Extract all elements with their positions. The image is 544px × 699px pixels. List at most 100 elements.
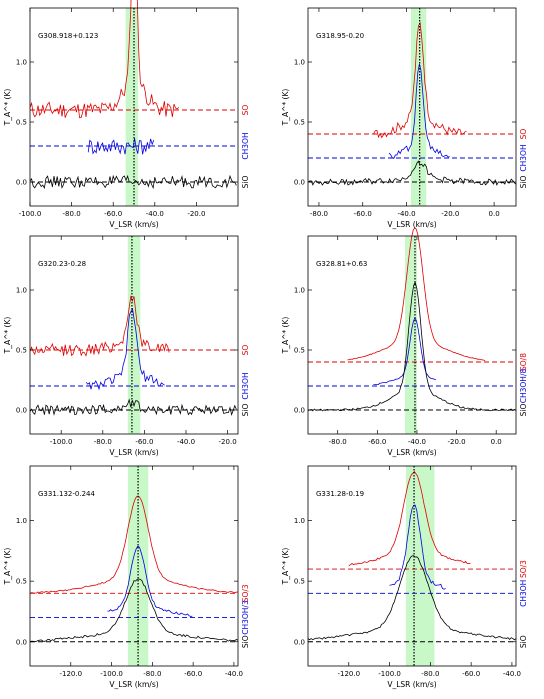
- spectrum-sio: [29, 174, 237, 190]
- plot-frame: [29, 7, 239, 207]
- plot-frame: [307, 7, 517, 207]
- y-tick-label: 0.0: [294, 179, 305, 187]
- spectrum-so3: [29, 495, 239, 594]
- y-tick-label: 0.5: [16, 578, 27, 586]
- panel-title: G320.23-0.28: [38, 260, 86, 268]
- panel-6: 0.0 0.5 1.0 -120.0 -100.0 -80.0 -60.0 -40.0 G331…: [281, 465, 528, 689]
- x-tick-label: -40.0: [146, 210, 164, 218]
- y-tick-label: 0.5: [16, 347, 27, 355]
- y-tick-label: 1.0: [294, 287, 305, 295]
- series-label-0: SO/8: [519, 353, 528, 371]
- spectrum-ch3oh: [87, 138, 155, 155]
- x-tick-label: -20.0: [448, 438, 466, 446]
- x-axis-label: V_LSR (km/s): [387, 680, 436, 689]
- x-tick-label: -60.0: [184, 670, 202, 678]
- x-tick-label: -20.0: [219, 438, 237, 446]
- spectrum-sio: [307, 281, 517, 412]
- velocity-band: [125, 8, 139, 206]
- y-axis-label: T_A^* (K): [3, 317, 12, 355]
- series-label-2: SiO: [519, 176, 528, 189]
- y-tick-label: 0.0: [16, 407, 27, 415]
- panel-title: G331.28-0.19: [316, 490, 364, 498]
- panel-1: 0.0 0.5 1.0 -100.0 -80.0 -60.0 -40.0 -20.0 G308.…: [3, 0, 250, 229]
- x-tick-label: -40.0: [177, 438, 195, 446]
- x-tick-label: -80.0: [310, 210, 328, 218]
- velocity-band: [405, 466, 435, 666]
- series-label-1: CH3OH: [519, 144, 528, 171]
- series-label-1: CH3OH: [519, 580, 528, 607]
- series-label-1: CH3OH/3: [241, 600, 250, 635]
- x-tick-label: -120.0: [337, 670, 360, 678]
- series-label-1: CH3OH/8: [519, 369, 528, 404]
- spectrum-ch3oh3: [107, 545, 193, 618]
- x-tick-label: -100.0: [100, 670, 123, 678]
- x-tick-label: -80.0: [421, 670, 439, 678]
- spectrum-so8: [347, 226, 486, 361]
- panel-title: G331.132-0.244: [38, 490, 95, 498]
- x-tick-label: 0.0: [491, 438, 502, 446]
- series-label-0: SO: [241, 105, 250, 116]
- x-tick-label: -60.0: [104, 210, 122, 218]
- y-tick-label: 0.0: [294, 407, 305, 415]
- y-tick-label: 1.0: [16, 517, 27, 525]
- x-tick-label: -120.0: [59, 670, 82, 678]
- series-label-2: SiO: [241, 176, 250, 189]
- x-tick-label: -40.0: [408, 438, 426, 446]
- y-axis-label: T_A^* (K): [3, 548, 12, 586]
- y-tick-label: 1.0: [16, 287, 27, 295]
- y-axis-label: T_A^* (K): [281, 317, 290, 355]
- spectrum-so3: [348, 470, 471, 567]
- plot-frame: [29, 465, 239, 667]
- x-tick-label: 0.0: [489, 210, 500, 218]
- y-axis-label: T_A^* (K): [281, 89, 290, 127]
- x-axis-label: V_LSR (km/s): [387, 448, 436, 457]
- y-tick-label: 0.5: [294, 347, 305, 355]
- panel-title: G328.81+0.63: [316, 260, 367, 268]
- plot-frame: [307, 235, 517, 435]
- series-label-2: SiO: [519, 635, 528, 648]
- x-axis-label: V_LSR (km/s): [109, 680, 158, 689]
- series-label-1: CH3OH: [241, 372, 250, 399]
- x-tick-label: -80.0: [143, 670, 161, 678]
- spectrum-so: [29, 0, 180, 119]
- x-tick-label: -60.0: [368, 438, 386, 446]
- series-label-0: SO: [241, 345, 250, 356]
- x-tick-label: -20.0: [187, 210, 205, 218]
- y-tick-label: 0.5: [16, 119, 27, 127]
- y-tick-label: 1.0: [294, 517, 305, 525]
- panel-title: G308.918+0.123: [38, 32, 98, 40]
- panel-2: 0.0 0.5 1.0 -80.0 -60.0 -40.0 -20.0 0.0 G318.95-…: [281, 7, 528, 229]
- x-axis-label: V_LSR (km/s): [387, 220, 436, 229]
- y-tick-label: 0.5: [294, 119, 305, 127]
- series-label-2: SiO: [241, 404, 250, 417]
- plot-frame: [307, 465, 517, 667]
- velocity-band: [127, 236, 141, 434]
- x-axis-label: V_LSR (km/s): [109, 220, 158, 229]
- x-tick-label: -80.0: [63, 210, 81, 218]
- spectrum-sio: [29, 578, 239, 643]
- plot-frame: [29, 235, 239, 435]
- y-axis-label: T_A^* (K): [3, 89, 12, 127]
- x-tick-label: -80.0: [329, 438, 347, 446]
- panel-4: 0.0 0.5 1.0 -80.0 -60.0 -40.0 -20.0 0.0 G328.81+…: [281, 226, 528, 457]
- x-tick-label: -40.0: [397, 210, 415, 218]
- y-tick-label: 0.5: [294, 578, 305, 586]
- y-tick-label: 0.0: [294, 638, 305, 646]
- x-tick-label: -80.0: [94, 438, 112, 446]
- spectrum-sio: [307, 160, 517, 186]
- x-tick-label: -100.0: [19, 210, 42, 218]
- spectrum-so: [373, 21, 467, 139]
- y-tick-label: 0.0: [16, 638, 27, 646]
- x-tick-label: -60.0: [354, 210, 372, 218]
- y-axis-label: T_A^* (K): [281, 548, 290, 586]
- y-tick-label: 0.0: [16, 179, 27, 187]
- series-label-0: SO: [519, 129, 528, 140]
- velocity-band: [410, 8, 427, 206]
- spectrum-ch3oh: [389, 504, 446, 590]
- x-tick-label: -40.0: [503, 670, 521, 678]
- panel-title: G318.95-0.20: [316, 32, 364, 40]
- series-label-1: CH3OH: [241, 132, 250, 159]
- spectrum-so: [29, 295, 170, 357]
- x-tick-label: -60.0: [135, 438, 153, 446]
- series-label-0: SO/3: [519, 560, 528, 578]
